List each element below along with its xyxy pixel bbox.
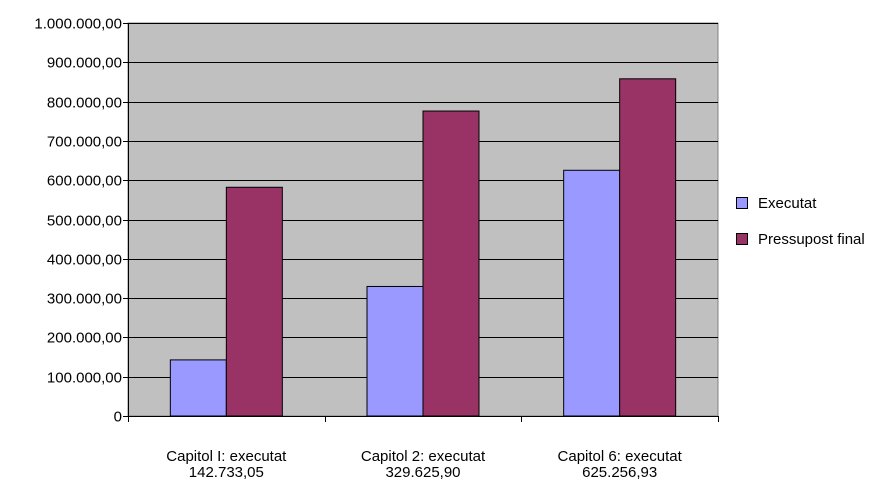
y-tick-label: 900.000,00 — [47, 55, 122, 72]
x-category-label: Capitol 6: executat — [558, 448, 683, 465]
bar — [619, 78, 677, 417]
y-axis-ticks: 0 100.000,00 200.000,00 300.000,00 400.000,0… — [34, 16, 128, 426]
x-category-label: Capitol I: executat — [166, 448, 287, 465]
legend-label: Pressupost final — [758, 230, 865, 248]
legend-swatch — [736, 233, 748, 245]
bar — [225, 186, 283, 417]
legend-item: Executat — [736, 194, 865, 212]
bar — [422, 110, 480, 417]
y-tick-label: 1.000.000,00 — [34, 16, 122, 33]
y-tick-label: 0 — [114, 409, 122, 426]
y-tick-label: 200.000,00 — [47, 330, 122, 347]
y-tick-label: 500.000,00 — [47, 213, 122, 230]
x-category-label: 625.256,93 — [582, 464, 657, 481]
bar — [563, 169, 621, 417]
y-tick-label: 400.000,00 — [47, 252, 122, 269]
y-tick-label: 800.000,00 — [47, 95, 122, 112]
bar — [169, 359, 227, 417]
y-tick-label: 700.000,00 — [47, 134, 122, 151]
bar — [366, 285, 424, 417]
legend-label: Executat — [758, 194, 817, 212]
y-tick-label: 300.000,00 — [47, 291, 122, 308]
x-category-label: Capitol 2: executat — [361, 448, 486, 465]
x-category-label: 329.625,90 — [385, 464, 460, 481]
x-category-label: 142.733,05 — [189, 464, 264, 481]
y-tick-label: 600.000,00 — [47, 173, 122, 190]
legend-item: Pressupost final — [736, 230, 865, 248]
legend-swatch — [736, 197, 748, 209]
legend: Executat Pressupost final — [736, 194, 865, 266]
axes — [128, 23, 719, 422]
y-tick-label: 100.000,00 — [47, 370, 122, 387]
